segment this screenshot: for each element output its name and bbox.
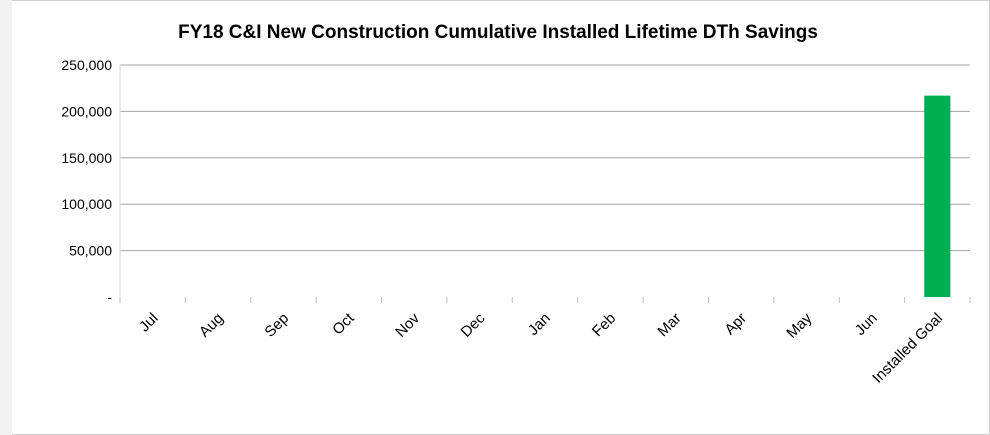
y-tick-label: 100,000 (61, 196, 112, 212)
y-tick-label: - (107, 289, 112, 305)
y-tick-label: 150,000 (61, 150, 112, 166)
side-strip (0, 0, 12, 435)
y-tick-label: 200,000 (61, 103, 112, 119)
y-tick-label: 250,000 (61, 57, 112, 73)
y-tick-label: 50,000 (69, 243, 112, 259)
chart-title: FY18 C&I New Construction Cumulative Ins… (178, 22, 818, 43)
bar (924, 95, 951, 298)
